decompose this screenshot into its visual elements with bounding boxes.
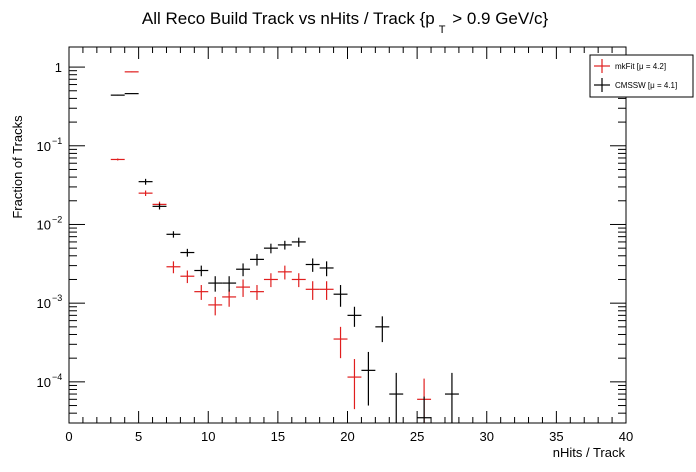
x-tick-label: 25: [410, 429, 424, 444]
y-tick-exponent: −1: [52, 136, 62, 146]
x-tick-label: 20: [340, 429, 354, 444]
chart-title-prefix: All Reco Build Track vs nHits / Track {p: [142, 9, 435, 28]
legend-box: [589, 54, 694, 98]
y-tick-exponent: −2: [52, 214, 62, 224]
y-tick-label: 1: [55, 60, 62, 75]
y-tick-label: 10: [37, 217, 51, 232]
x-tick-label: 30: [480, 429, 494, 444]
legend-label: mkFit [μ = 4.2]: [615, 62, 666, 71]
y-tick-label: 10: [37, 139, 51, 154]
y-axis: 110−110−210−310−4: [37, 60, 626, 424]
x-tick-label: 40: [619, 429, 633, 444]
y-axis-label: Fraction of Tracks: [10, 115, 25, 219]
legend: mkFit [μ = 4.2] CMSSW [μ = 4.1]: [589, 54, 694, 98]
y-tick-exponent: −4: [52, 372, 62, 382]
x-tick-label: 5: [135, 429, 142, 444]
x-tick-label: 35: [549, 429, 563, 444]
x-tick-label: 15: [271, 429, 285, 444]
series-cmssw: [110, 93, 459, 423]
legend-label: CMSSW [μ = 4.1]: [615, 81, 677, 90]
chart-title-suffix: > 0.9 GeV/c}: [447, 9, 548, 28]
x-tick-label: 10: [201, 429, 215, 444]
chart-title: All Reco Build Track vs nHits / Track {p…: [142, 9, 549, 36]
y-tick-label: 10: [37, 375, 51, 390]
plot-frame: [68, 46, 627, 424]
chart-title-subscript: T: [439, 24, 446, 36]
data-series: [110, 71, 459, 423]
x-axis-label: nHits / Track: [553, 445, 626, 460]
y-tick-label: 10: [37, 296, 51, 311]
y-tick-exponent: −3: [52, 293, 62, 303]
x-tick-label: 0: [65, 429, 72, 444]
x-axis: 0 5 10 15 20 25 30 35 40: [65, 47, 633, 444]
